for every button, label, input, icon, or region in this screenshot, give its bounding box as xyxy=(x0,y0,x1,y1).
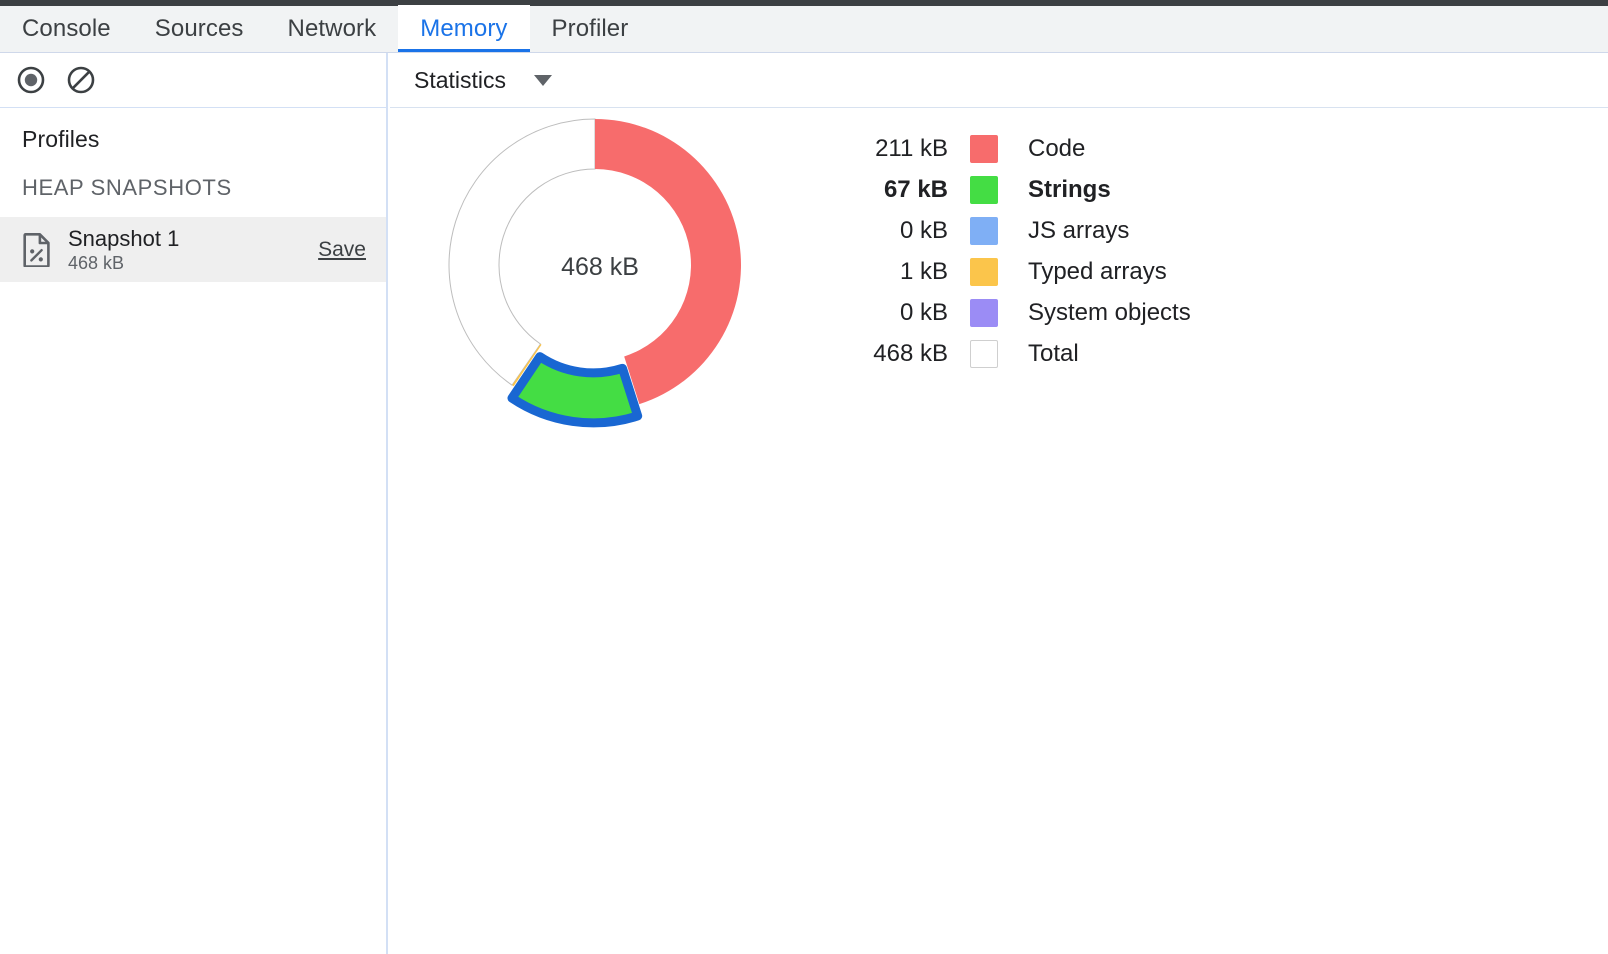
tab-label: Console xyxy=(22,14,111,42)
statistics-chart-area: 468 kB 211 kB Code 67 kB Strings 0 kB JS arra… xyxy=(390,108,1608,954)
legend-label: JS arrays xyxy=(1028,216,1130,244)
clear-no-entry-icon[interactable] xyxy=(64,63,98,97)
donut-slice-strings-highlighted[interactable] xyxy=(507,352,643,428)
save-snapshot-link[interactable]: Save xyxy=(318,237,366,261)
tab-network[interactable]: Network xyxy=(266,5,399,52)
memory-legend: 211 kB Code 67 kB Strings 0 kB JS arrays 1 kB T… xyxy=(860,128,1191,374)
window-top-strip xyxy=(0,0,1608,6)
tab-label: Sources xyxy=(154,14,244,42)
legend-row[interactable]: 1 kB Typed arrays xyxy=(860,251,1191,292)
legend-row[interactable]: 0 kB System objects xyxy=(860,292,1191,333)
legend-row[interactable]: 211 kB Code xyxy=(860,128,1191,169)
memory-donut-chart: 468 kB xyxy=(440,113,760,443)
tab-label: Network xyxy=(287,14,377,42)
legend-label: Code xyxy=(1028,134,1086,162)
legend-value: 0 kB xyxy=(899,298,948,326)
profiles-sidebar: Profiles HEAP SNAPSHOTS Snapshot 1 468 k… xyxy=(0,53,388,954)
view-selector-label: Statistics xyxy=(414,66,507,93)
donut-slice-typed-arrays[interactable] xyxy=(512,344,542,387)
tab-label: Memory xyxy=(420,14,508,42)
legend-label: Strings xyxy=(1028,175,1111,203)
devtools-tabbar: Console Sources Network Memory Profiler xyxy=(0,5,1608,53)
legend-value: 67 kB xyxy=(883,175,948,203)
donut-svg xyxy=(448,118,741,428)
heap-snapshot-document-percent-icon xyxy=(22,232,52,267)
donut-slice-remainder[interactable] xyxy=(448,118,596,386)
legend-value: 1 kB xyxy=(899,257,948,285)
legend-value: 468 kB xyxy=(873,339,948,367)
snapshot-list-item[interactable]: Snapshot 1 468 kB Save xyxy=(0,217,386,282)
tab-label: Profiler xyxy=(551,14,629,42)
legend-color-swatch xyxy=(970,257,998,286)
tab-profiler[interactable]: Profiler xyxy=(530,5,651,52)
profiles-heading: Profiles xyxy=(22,126,100,152)
legend-color-swatch xyxy=(970,216,998,245)
legend-color-swatch xyxy=(970,298,998,327)
view-selector-dropdown[interactable]: Statistics xyxy=(406,63,560,98)
legend-row[interactable]: 67 kB Strings xyxy=(860,169,1191,210)
tab-sources[interactable]: Sources xyxy=(133,5,266,52)
tab-console[interactable]: Console xyxy=(0,5,133,52)
snapshot-text-block: Snapshot 1 468 kB xyxy=(68,226,318,274)
legend-color-swatch xyxy=(970,134,998,163)
legend-label: Typed arrays xyxy=(1028,257,1167,285)
snapshot-size: 468 kB xyxy=(68,252,125,273)
legend-row[interactable]: 0 kB JS arrays xyxy=(860,210,1191,251)
detail-toolbar: Statistics xyxy=(390,53,1608,108)
legend-value: 211 kB xyxy=(875,134,948,162)
chevron-down-icon xyxy=(534,74,553,86)
tab-memory[interactable]: Memory xyxy=(398,5,530,52)
legend-color-swatch xyxy=(970,175,998,204)
donut-slice-code[interactable] xyxy=(595,119,741,405)
memory-detail-panel: Statistics 468 kB 211 kB Code 67 kB Strings… xyxy=(390,53,1608,954)
snapshot-title: Snapshot 1 xyxy=(68,225,180,251)
legend-color-swatch xyxy=(970,339,998,368)
sidebar-toolbar xyxy=(0,53,386,108)
legend-row[interactable]: 468 kB Total xyxy=(860,333,1191,374)
legend-label: Total xyxy=(1028,339,1079,367)
heap-snapshots-section-header: HEAP SNAPSHOTS xyxy=(22,175,232,200)
legend-label: System objects xyxy=(1028,298,1191,326)
legend-value: 0 kB xyxy=(899,216,948,244)
record-circle-icon[interactable] xyxy=(14,63,48,97)
